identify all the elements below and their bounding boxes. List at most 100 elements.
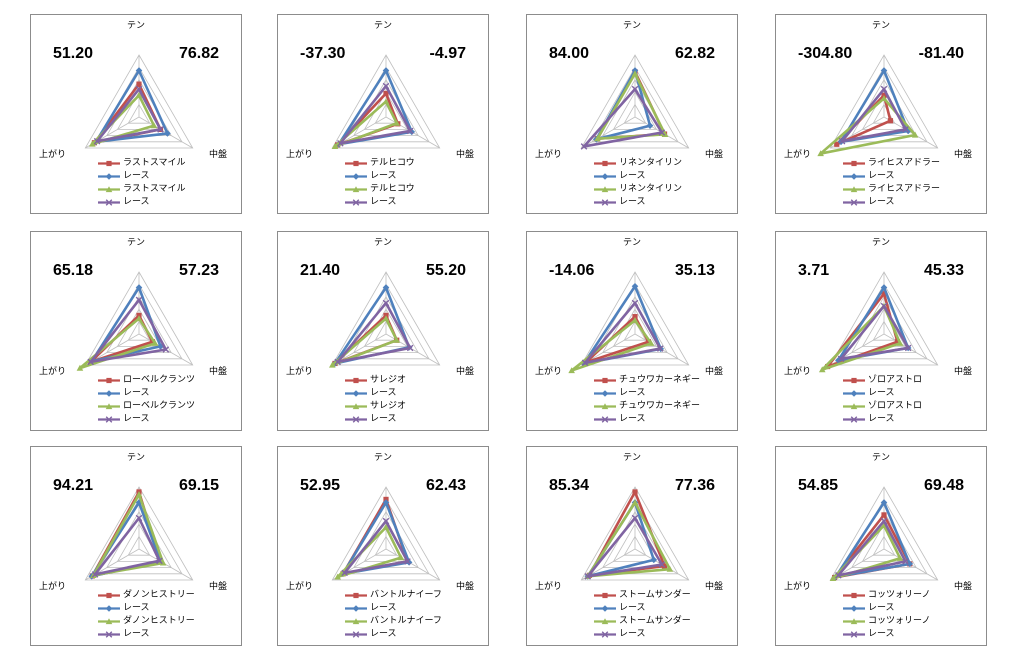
chart-legend: ゾロアストロ レース ゾロアストロ レース [842,374,922,426]
series-point-4 [156,557,163,565]
radar-chart-panel: 21.40 55.20 テン 上がり 中盤 サレジオ レース サレジオ レース [277,231,489,431]
legend-item: レース [842,628,930,641]
legend-marker-icon [851,160,857,167]
legend-item: ダノンヒストリー [97,589,195,602]
legend-swatch [98,377,120,384]
legend-marker-icon [353,160,359,167]
legend-marker-icon [601,416,609,423]
series-point-4 [902,558,909,565]
radar-chart-panel: 85.34 77.36 テン 上がり 中盤 ストームサンダー レース ストームサンダー レース [526,446,738,646]
radar-gridline [331,486,441,581]
chart-legend: リネンタイリン レース リネンタイリン レース [593,157,682,209]
legend-item: レース [344,602,442,615]
legend-swatch [345,160,367,167]
radar-gridline [84,54,194,149]
legend-marker-icon [105,618,113,625]
legend-marker-icon [602,377,608,384]
series-point-4 [584,572,592,580]
series-point-3 [818,366,826,373]
legend-label: ストームサンダー [619,590,691,600]
legend-swatch [843,199,865,206]
series-point-3 [568,367,575,374]
series-point-2 [382,67,390,74]
chart-legend: コッツォリーノ レース コッツォリーノ レース [842,589,930,641]
legend-swatch [843,160,865,167]
legend-item: テルヒコウ [344,157,415,170]
legend-item: レース [593,170,682,183]
series-point-2 [646,122,654,129]
series-point-1 [632,314,638,320]
radar-gridline [127,103,151,124]
left-value: 52.95 [300,477,341,494]
legend-marker-icon [106,160,112,167]
series-point-4 [837,355,845,363]
series-point-3 [880,95,888,101]
radar-chart-plot [580,54,690,150]
axis-label-ten: テン [872,21,891,31]
axis-label-agari: 上がり [535,150,563,160]
series-point-3 [393,336,401,343]
legend-item: ラストスマイル [97,183,186,196]
legend-item: サレジオ [344,374,406,387]
series-point-3 [135,315,143,322]
legend-label: レース [619,171,646,181]
series-line-4 [586,516,664,578]
series-point-4 [581,359,589,367]
radar-chart-plot [84,54,194,149]
legend-item: レース [593,387,700,400]
series-point-4 [382,517,390,525]
series-point-3 [135,92,143,98]
legend-swatch [98,186,120,193]
series-line-1 [588,490,666,577]
legend-item: レース [344,196,415,209]
legend-label: サレジオ [370,375,407,385]
legend-label: ダノンヒストリー [123,616,195,626]
axis-label-agari: 上がり [39,582,67,592]
legend-label: テルヒコウ [370,184,415,194]
series-line-3 [596,72,667,140]
series-point-3 [631,317,639,323]
radar-gridline [612,523,658,562]
radar-chart-plot [829,486,939,582]
radar-gridline [623,320,647,341]
chart-legend: ダノンヒストリー レース ダノンヒストリー レース [97,589,195,641]
chart-legend: ローベルクランツ レース ローベルクランツ レース [97,374,195,426]
legend-marker-icon [352,631,360,638]
legend-item: レース [593,628,691,641]
series-point-3 [397,554,405,561]
radar-chart-plot [76,271,194,371]
series-point-3 [382,315,390,322]
legend-label: ラストスマイル [123,184,186,194]
legend-marker-icon [352,390,360,397]
axis-label-agari: 上がり [535,582,563,592]
legend-swatch [345,592,367,599]
series-point-1 [834,141,840,147]
legend-label: レース [370,414,397,424]
series-point-1 [645,339,652,345]
series-point-4 [838,137,846,145]
series-line-4 [582,87,664,148]
legend-swatch [843,186,865,193]
legend-swatch [843,390,865,397]
radar-chart-plot [818,271,939,373]
series-point-3 [159,559,167,566]
legend-marker-icon [851,592,857,599]
series-point-4 [904,344,912,352]
legend-swatch [843,173,865,180]
series-line-3 [586,501,672,578]
right-value: 77.36 [674,477,715,494]
series-point-4 [902,126,909,133]
radar-chart-panel: -14.06 35.13 テン 上がり 中盤 チュウワカーネギー レース チュウワカーネギーレ… [526,231,738,431]
legend-marker-icon [106,377,112,384]
right-value: -81.40 [918,45,964,62]
legend-swatch [843,377,865,384]
legend-label: テルヒコウ [370,158,415,168]
series-line-4 [89,298,168,364]
axis-label-ten: テン [374,238,393,248]
series-point-3 [631,499,639,506]
legend-swatch [843,592,865,599]
axis-label-agari: 上がり [286,150,314,160]
legend-label: レース [123,388,150,398]
radar-gridline [106,296,172,353]
radar-chart-panel: 84.00 62.82 テン 上がり 中盤 リネンタイリン レース リネンタイリン レース [526,14,738,214]
